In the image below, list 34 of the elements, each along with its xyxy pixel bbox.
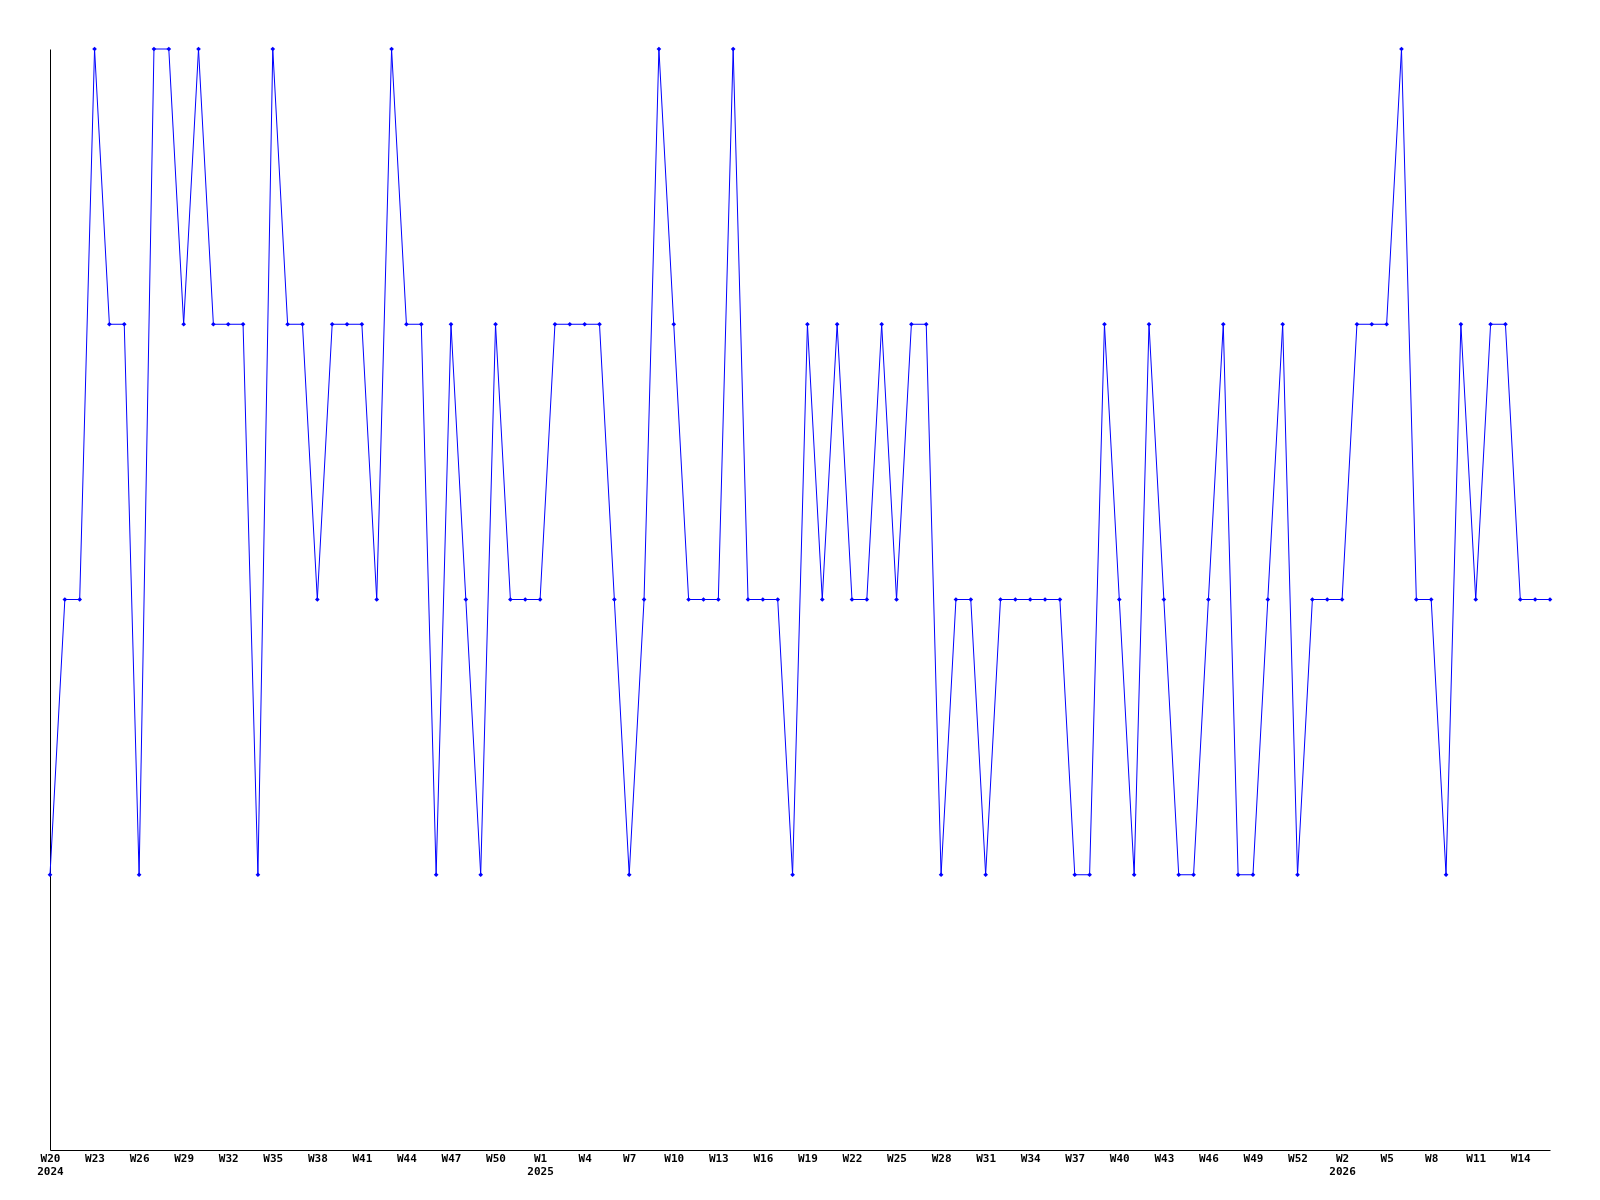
x-tick-label: W25 — [887, 1151, 907, 1165]
x-tick-label: W28 — [931, 1151, 952, 1165]
x-tick-label: W35 — [263, 1151, 284, 1165]
x-tick-label: W41 — [352, 1151, 373, 1165]
x-tick-label: W38 — [307, 1151, 328, 1165]
x-tick-label: W40 — [1109, 1151, 1130, 1165]
x-tick-label: W31 — [976, 1151, 997, 1165]
x-tick-label: W23 — [85, 1151, 105, 1165]
x-tick-label: W10 — [664, 1151, 685, 1165]
x-tick-label: W5 — [1380, 1151, 1394, 1165]
x-tick-label: W16 — [753, 1151, 774, 1165]
x-tick-label: W43 — [1154, 1151, 1175, 1165]
x-tick-label: W20 2024 — [37, 1151, 65, 1178]
x-tick-label: W34 — [1020, 1151, 1042, 1165]
x-tick-label: W44 — [397, 1151, 418, 1165]
x-tick-label: W22 — [842, 1151, 863, 1165]
x-tick-label: W52 — [1288, 1151, 1308, 1165]
x-tick-label: W47 — [441, 1151, 462, 1165]
x-tick-label: W46 — [1198, 1151, 1220, 1165]
x-tick-label: W11 — [1466, 1151, 1487, 1165]
x-tick-label: W7 — [623, 1151, 637, 1165]
x-tick-label: W37 — [1065, 1151, 1086, 1165]
x-tick-label: W32 — [218, 1151, 239, 1165]
x-tick-label: W29 — [174, 1151, 195, 1165]
x-tick-label: W2 2026 — [1329, 1151, 1357, 1178]
x-tick-label: W19 — [797, 1151, 818, 1165]
x-tick-label: W50 — [486, 1151, 506, 1165]
x-tick-label: W49 — [1243, 1151, 1264, 1165]
x-tick-label: W8 — [1425, 1151, 1439, 1165]
x-tick-label: W1 2025 — [527, 1151, 554, 1178]
x-tick-label: W4 — [578, 1151, 593, 1165]
x-tick-label: W26 — [129, 1151, 150, 1165]
x-tick-label: W13 — [708, 1151, 729, 1165]
x-tick-label: W14 — [1510, 1151, 1532, 1165]
